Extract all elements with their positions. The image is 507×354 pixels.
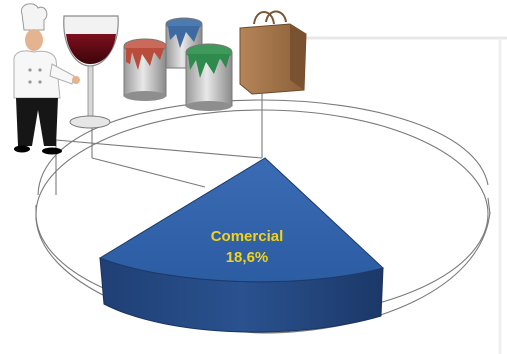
wine-glass-icon bbox=[63, 15, 119, 129]
divider-line-4 bbox=[91, 157, 206, 188]
pie-side-right bbox=[487, 197, 491, 215]
pie-slice-comercial-top bbox=[98, 157, 385, 283]
pie-slice-labels: Comercial 18,6% bbox=[211, 228, 284, 266]
paint-can-red-icon bbox=[123, 38, 167, 101]
pie-slice-label-name: Comercial bbox=[211, 228, 284, 245]
pie-slice-label-value: 18,6% bbox=[226, 249, 269, 266]
divider-line-1 bbox=[55, 139, 263, 159]
background-frame bbox=[300, 36, 507, 354]
paint-can-green-icon bbox=[185, 43, 233, 111]
pie-slice-comercial bbox=[98, 157, 385, 333]
shopping-bag-icon bbox=[239, 10, 307, 95]
pie-bottom-edge bbox=[35, 211, 491, 334]
chef-icon bbox=[13, 3, 80, 155]
